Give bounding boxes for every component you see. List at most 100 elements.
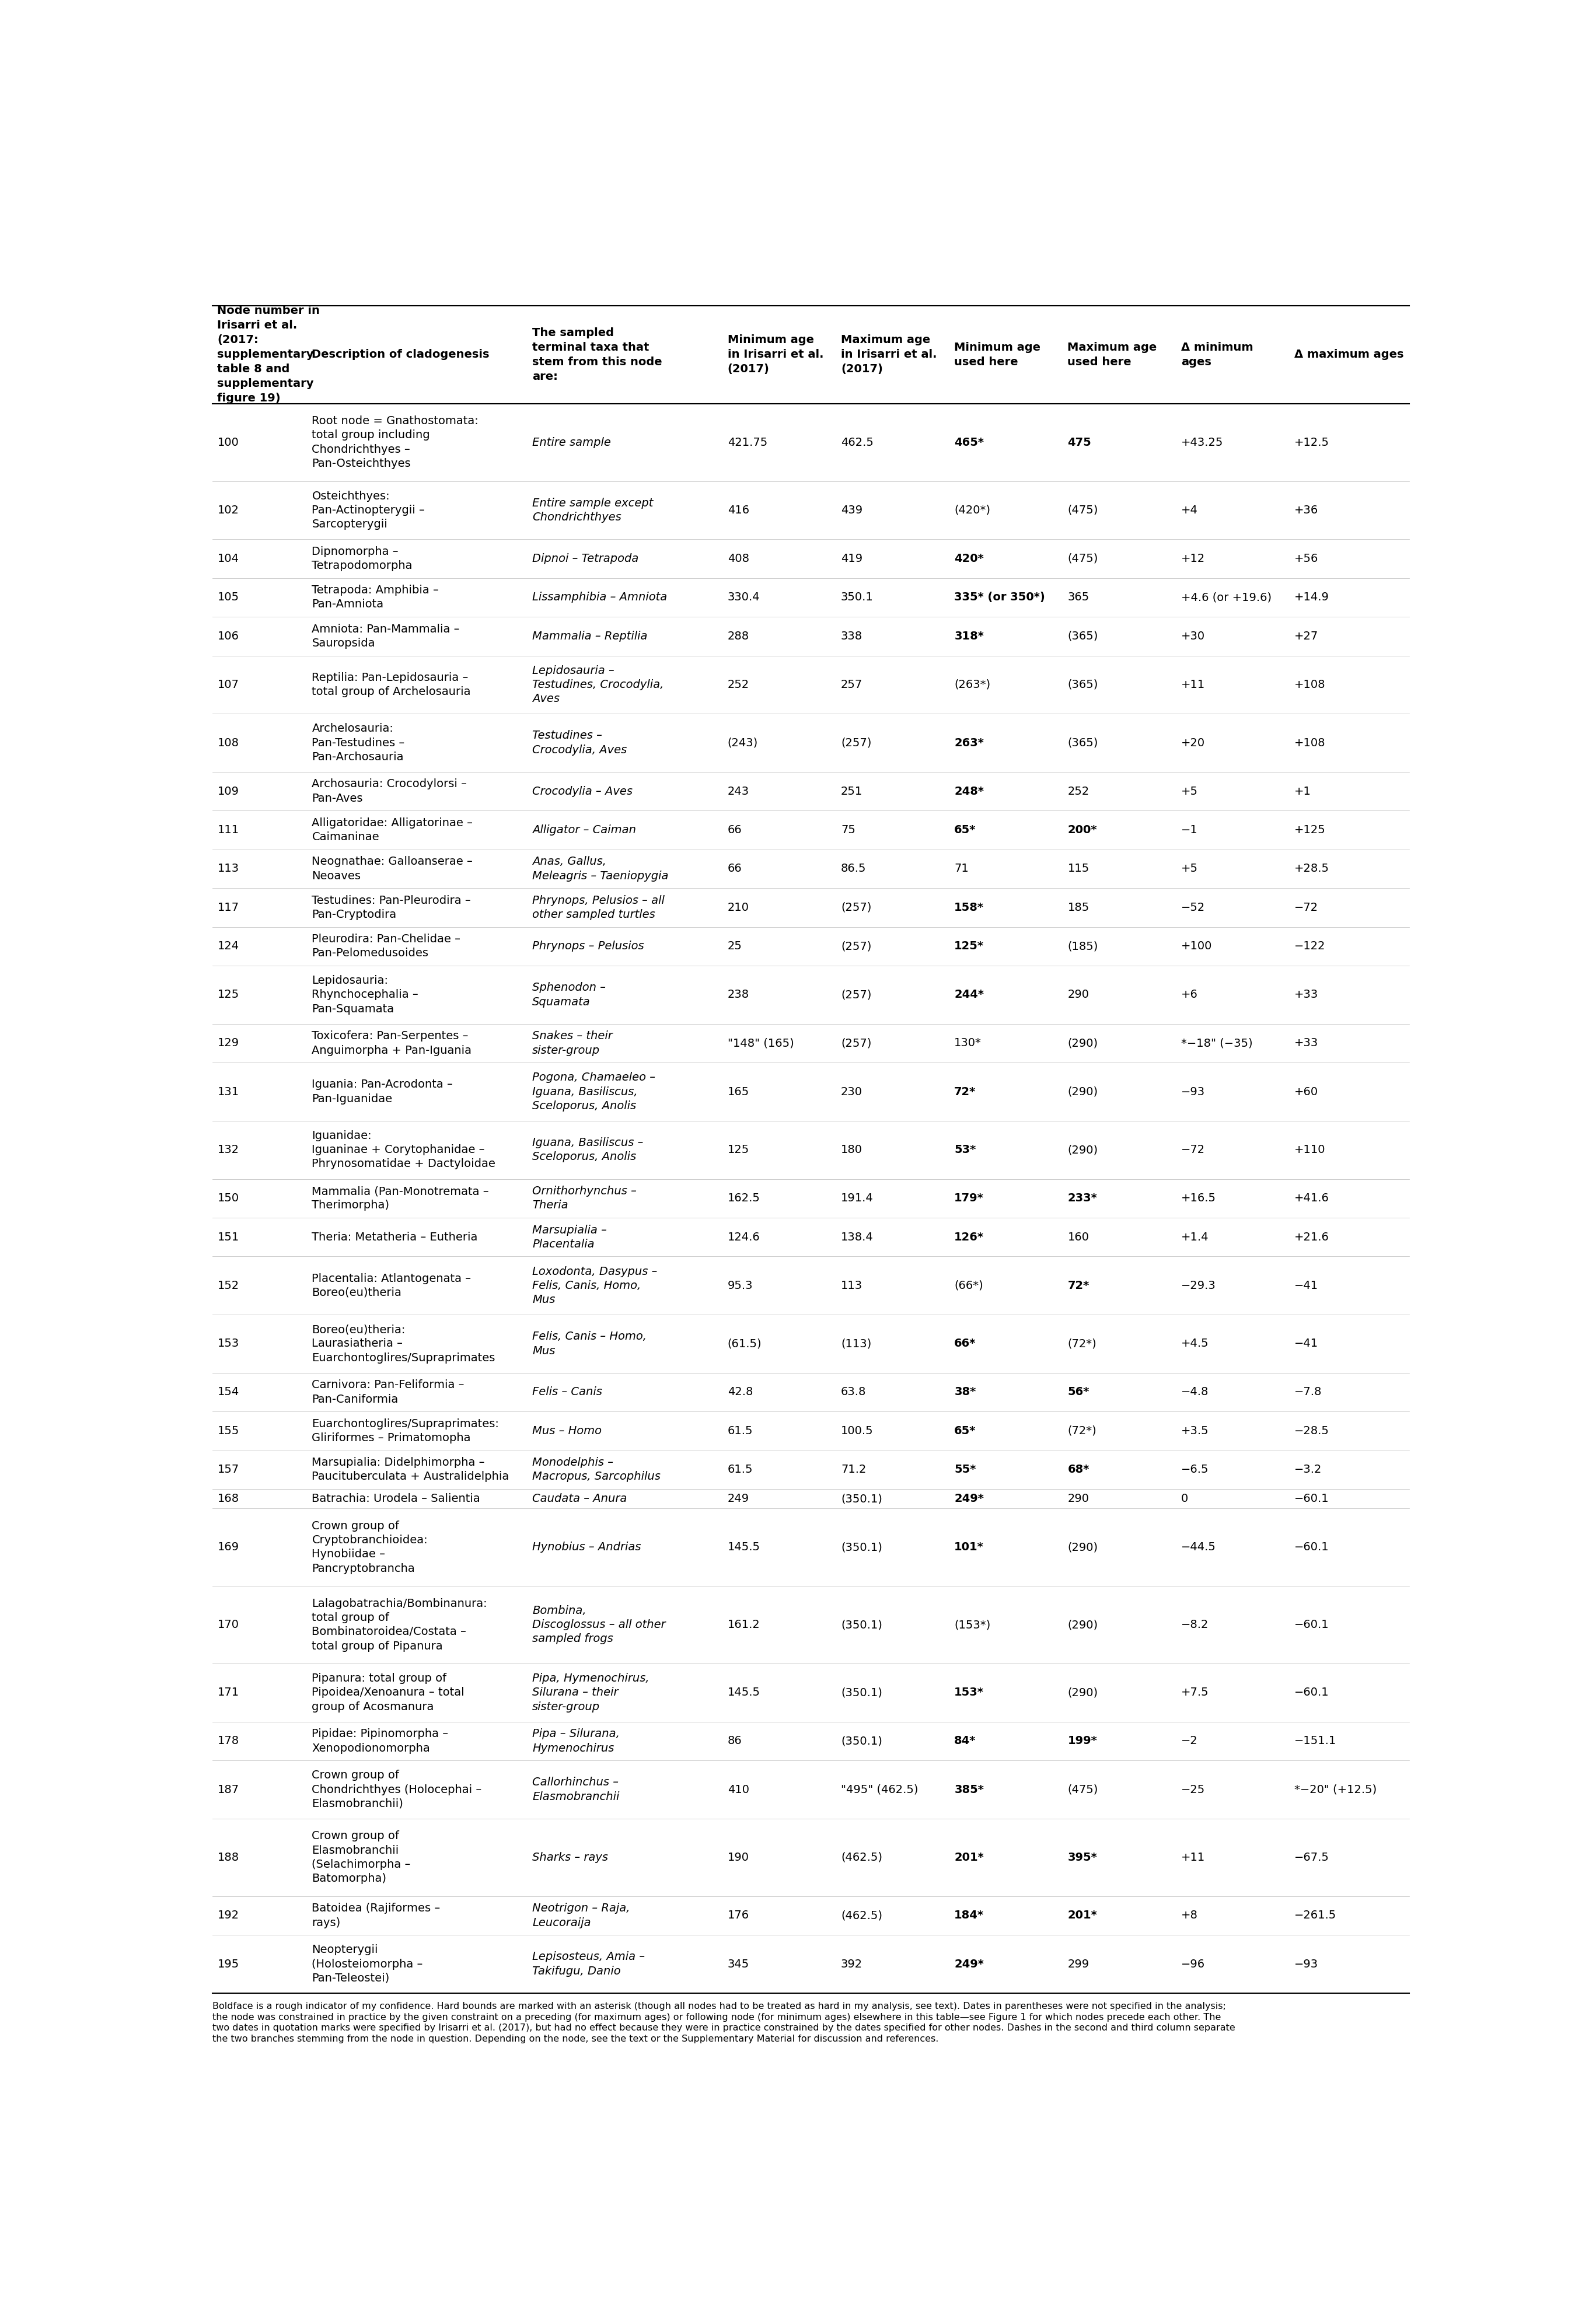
Text: +4.5: +4.5 bbox=[1182, 1339, 1209, 1350]
Text: Bombina,
Discoglossus – all other
sampled frogs: Bombina, Discoglossus – all other sample… bbox=[532, 1606, 666, 1645]
Text: (290): (290) bbox=[1068, 1039, 1098, 1048]
Text: Caudata – Anura: Caudata – Anura bbox=[532, 1494, 626, 1504]
Text: +125: +125 bbox=[1294, 825, 1326, 837]
Text: 187: 187 bbox=[217, 1785, 239, 1794]
Text: 72*: 72* bbox=[1068, 1281, 1090, 1292]
Text: Anas, Gallus,
Meleagris – Taeniopygia: Anas, Gallus, Meleagris – Taeniopygia bbox=[532, 855, 669, 881]
Text: 195: 195 bbox=[217, 1959, 239, 1968]
Text: 106: 106 bbox=[217, 630, 239, 641]
Text: *−18" (−35): *−18" (−35) bbox=[1182, 1039, 1253, 1048]
Text: 243: 243 bbox=[728, 786, 750, 797]
Text: (350.1): (350.1) bbox=[842, 1620, 883, 1631]
Text: 151: 151 bbox=[217, 1232, 239, 1243]
Text: 392: 392 bbox=[842, 1959, 862, 1968]
Text: Loxodonta, Dasypus –
Felis, Canis, Homo,
Mus: Loxodonta, Dasypus – Felis, Canis, Homo,… bbox=[532, 1267, 658, 1306]
Text: (475): (475) bbox=[1068, 553, 1098, 565]
Text: −60.1: −60.1 bbox=[1294, 1541, 1329, 1552]
Text: Dipnoi – Tetrapoda: Dipnoi – Tetrapoda bbox=[532, 553, 639, 565]
Text: (462.5): (462.5) bbox=[842, 1852, 883, 1864]
Text: Reptilia: Pan-Lepidosauria –
total group of Archelosauria: Reptilia: Pan-Lepidosauria – total group… bbox=[312, 672, 471, 697]
Text: 249*: 249* bbox=[954, 1959, 984, 1968]
Text: +1: +1 bbox=[1294, 786, 1311, 797]
Text: Pipanura: total group of
Pipoidea/Xenoanura – total
group of Acosmanura: Pipanura: total group of Pipoidea/Xenoan… bbox=[312, 1673, 465, 1713]
Text: 210: 210 bbox=[728, 902, 750, 913]
Text: 165: 165 bbox=[728, 1085, 750, 1097]
Text: +11: +11 bbox=[1182, 679, 1205, 690]
Text: Iguanidae:
Iguaninae + Corytophanidae –
Phrynosomatidae + Dactyloidae: Iguanidae: Iguaninae + Corytophanidae – … bbox=[312, 1129, 495, 1169]
Text: 299: 299 bbox=[1068, 1959, 1090, 1968]
Text: −93: −93 bbox=[1182, 1085, 1205, 1097]
Text: 61.5: 61.5 bbox=[728, 1464, 753, 1476]
Text: Marsupialia: Didelphimorpha –
Paucituberculata + Australidelphia: Marsupialia: Didelphimorpha – Paucituber… bbox=[312, 1457, 509, 1483]
Text: (290): (290) bbox=[1068, 1143, 1098, 1155]
Text: 104: 104 bbox=[217, 553, 239, 565]
Text: 25: 25 bbox=[728, 941, 742, 953]
Text: 465*: 465* bbox=[954, 437, 984, 449]
Text: (243): (243) bbox=[728, 737, 758, 748]
Text: 111: 111 bbox=[217, 825, 239, 837]
Text: Snakes – their
sister-group: Snakes – their sister-group bbox=[532, 1030, 612, 1055]
Text: Lepidosauria:
Rhynchocephalia –
Pan-Squamata: Lepidosauria: Rhynchocephalia – Pan-Squa… bbox=[312, 976, 419, 1016]
Text: Toxicofera: Pan-Serpentes –
Anguimorpha + Pan-Iguania: Toxicofera: Pan-Serpentes – Anguimorpha … bbox=[312, 1030, 471, 1055]
Text: 124.6: 124.6 bbox=[728, 1232, 759, 1243]
Text: 178: 178 bbox=[217, 1736, 239, 1748]
Text: Archelosauria:
Pan-Testudines –
Pan-Archosauria: Archelosauria: Pan-Testudines – Pan-Arch… bbox=[312, 723, 405, 762]
Text: 170: 170 bbox=[217, 1620, 239, 1631]
Text: Mus – Homo: Mus – Homo bbox=[532, 1425, 601, 1436]
Text: 155: 155 bbox=[217, 1425, 239, 1436]
Text: +56: +56 bbox=[1294, 553, 1318, 565]
Text: 129: 129 bbox=[217, 1039, 239, 1048]
Text: 201*: 201* bbox=[954, 1852, 984, 1864]
Text: 61.5: 61.5 bbox=[728, 1425, 753, 1436]
Text: +41.6: +41.6 bbox=[1294, 1192, 1329, 1204]
Text: Crocodylia – Aves: Crocodylia – Aves bbox=[532, 786, 633, 797]
Text: Entire sample: Entire sample bbox=[532, 437, 611, 449]
Text: 188: 188 bbox=[217, 1852, 239, 1864]
Text: 162.5: 162.5 bbox=[728, 1192, 759, 1204]
Text: (185): (185) bbox=[1068, 941, 1098, 953]
Text: Pleurodira: Pan-Chelidae –
Pan-Pelomedusoides: Pleurodira: Pan-Chelidae – Pan-Pelomedus… bbox=[312, 934, 460, 960]
Text: Maximum age
used here: Maximum age used here bbox=[1068, 342, 1156, 367]
Text: 395*: 395* bbox=[1068, 1852, 1098, 1864]
Text: +33: +33 bbox=[1294, 1039, 1318, 1048]
Text: 113: 113 bbox=[217, 862, 239, 874]
Text: 158*: 158* bbox=[954, 902, 984, 913]
Text: 86.5: 86.5 bbox=[842, 862, 867, 874]
Text: 335* (or 350*): 335* (or 350*) bbox=[954, 593, 1046, 602]
Text: (475): (475) bbox=[1068, 504, 1098, 516]
Text: 168: 168 bbox=[217, 1494, 239, 1504]
Text: Neopterygii
(Holosteiomorpha –
Pan-Teleostei): Neopterygii (Holosteiomorpha – Pan-Teleo… bbox=[312, 1945, 422, 1985]
Text: Δ minimum
ages: Δ minimum ages bbox=[1182, 342, 1253, 367]
Text: 249*: 249* bbox=[954, 1494, 984, 1504]
Text: −52: −52 bbox=[1182, 902, 1205, 913]
Text: Marsupialia –
Placentalia: Marsupialia – Placentalia bbox=[532, 1225, 607, 1250]
Text: +1.4: +1.4 bbox=[1182, 1232, 1209, 1243]
Text: 365: 365 bbox=[1068, 593, 1090, 602]
Text: Monodelphis –
Macropus, Sarcophilus: Monodelphis – Macropus, Sarcophilus bbox=[532, 1457, 661, 1483]
Text: 318*: 318* bbox=[954, 630, 984, 641]
Text: 252: 252 bbox=[728, 679, 750, 690]
Text: Phrynops, Pelusios – all
other sampled turtles: Phrynops, Pelusios – all other sampled t… bbox=[532, 895, 664, 920]
Text: 145.5: 145.5 bbox=[728, 1541, 761, 1552]
Text: Sphenodon –
Squamata: Sphenodon – Squamata bbox=[532, 983, 606, 1006]
Text: +16.5: +16.5 bbox=[1182, 1192, 1217, 1204]
Text: Lepisosteus, Amia –
Takifugu, Danio: Lepisosteus, Amia – Takifugu, Danio bbox=[532, 1952, 645, 1978]
Text: 154: 154 bbox=[217, 1387, 239, 1397]
Text: 290: 290 bbox=[1068, 990, 1088, 999]
Text: 288: 288 bbox=[728, 630, 750, 641]
Text: +12.5: +12.5 bbox=[1294, 437, 1329, 449]
Text: Iguania: Pan-Acrodonta –
Pan-Iguanidae: Iguania: Pan-Acrodonta – Pan-Iguanidae bbox=[312, 1078, 452, 1104]
Text: (350.1): (350.1) bbox=[842, 1541, 883, 1552]
Text: 130*: 130* bbox=[954, 1039, 981, 1048]
Text: −1: −1 bbox=[1182, 825, 1198, 837]
Text: (113): (113) bbox=[842, 1339, 872, 1350]
Text: +27: +27 bbox=[1294, 630, 1318, 641]
Text: Batrachia: Urodela – Salientia: Batrachia: Urodela – Salientia bbox=[312, 1494, 481, 1504]
Text: Entire sample except
Chondrichthyes: Entire sample except Chondrichthyes bbox=[532, 497, 653, 523]
Text: Testudines –
Crocodylia, Aves: Testudines – Crocodylia, Aves bbox=[532, 730, 626, 755]
Text: "495" (462.5): "495" (462.5) bbox=[842, 1785, 918, 1794]
Text: 145.5: 145.5 bbox=[728, 1687, 761, 1699]
Text: −6.5: −6.5 bbox=[1182, 1464, 1209, 1476]
Text: 132: 132 bbox=[217, 1143, 239, 1155]
Text: 153*: 153* bbox=[954, 1687, 984, 1699]
